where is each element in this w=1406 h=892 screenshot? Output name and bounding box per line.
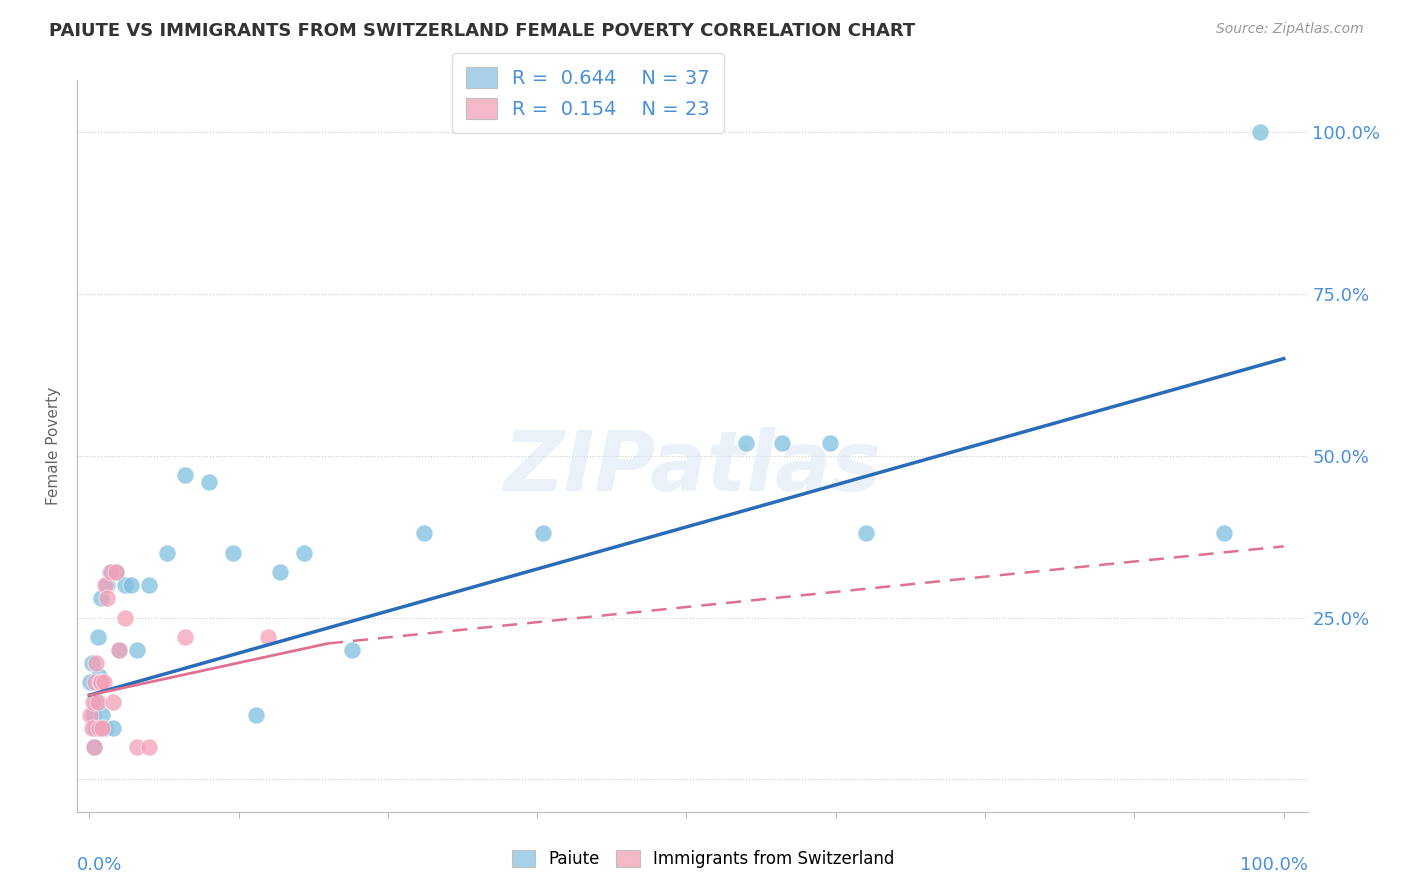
Point [818,435,841,450]
Point [79,707,101,722]
Text: Source: ZipAtlas.com: Source: ZipAtlas.com [1216,22,1364,37]
Point [96,578,118,592]
Point [90,591,112,606]
Y-axis label: Female Poverty: Female Poverty [46,387,62,505]
Point [114,610,136,624]
Point [86,695,108,709]
Point [91,707,114,722]
Point [125,739,148,754]
Point [87,669,110,683]
Point [82,695,104,709]
Point [86,656,108,670]
Text: ZIPatlas: ZIPatlas [503,427,882,508]
Point [80,656,103,670]
Point [292,546,315,560]
Point [138,578,160,592]
Point [221,546,243,560]
Point [735,435,758,450]
Point [770,435,793,450]
Point [80,721,103,735]
Text: 100.0%: 100.0% [1240,855,1308,873]
Point [855,526,877,541]
Point [173,468,195,483]
Point [173,630,195,644]
Point [84,721,107,735]
Point [101,721,124,735]
Point [89,675,111,690]
Point [257,630,280,644]
Point [83,739,105,754]
Point [120,578,142,592]
Point [101,695,124,709]
Point [89,675,111,690]
Point [83,739,105,754]
Point [100,566,122,580]
Point [1213,526,1236,541]
Point [86,630,108,644]
Point [1249,125,1271,139]
Point [98,566,121,580]
Point [245,707,267,722]
Point [108,643,131,657]
Legend: Paiute, Immigrants from Switzerland: Paiute, Immigrants from Switzerland [505,843,901,875]
Point [96,591,118,606]
Point [79,675,101,690]
Legend: R =  0.644    N = 37, R =  0.154    N = 23: R = 0.644 N = 37, R = 0.154 N = 23 [453,54,724,133]
Text: 0.0%: 0.0% [77,855,122,873]
Point [94,721,117,735]
Text: PAIUTE VS IMMIGRANTS FROM SWITZERLAND FEMALE POVERTY CORRELATION CHART: PAIUTE VS IMMIGRANTS FROM SWITZERLAND FE… [49,22,915,40]
Point [138,739,160,754]
Point [93,675,115,690]
Point [412,526,434,541]
Point [86,695,108,709]
Point [156,546,179,560]
Point [87,721,110,735]
Point [91,721,114,735]
Point [82,707,104,722]
Point [125,643,148,657]
Point [90,675,112,690]
Point [340,643,363,657]
Point [269,566,291,580]
Point [104,566,127,580]
Point [104,566,127,580]
Point [114,578,136,592]
Point [108,643,131,657]
Point [197,475,219,489]
Point [531,526,554,541]
Point [94,578,117,592]
Point [84,675,107,690]
